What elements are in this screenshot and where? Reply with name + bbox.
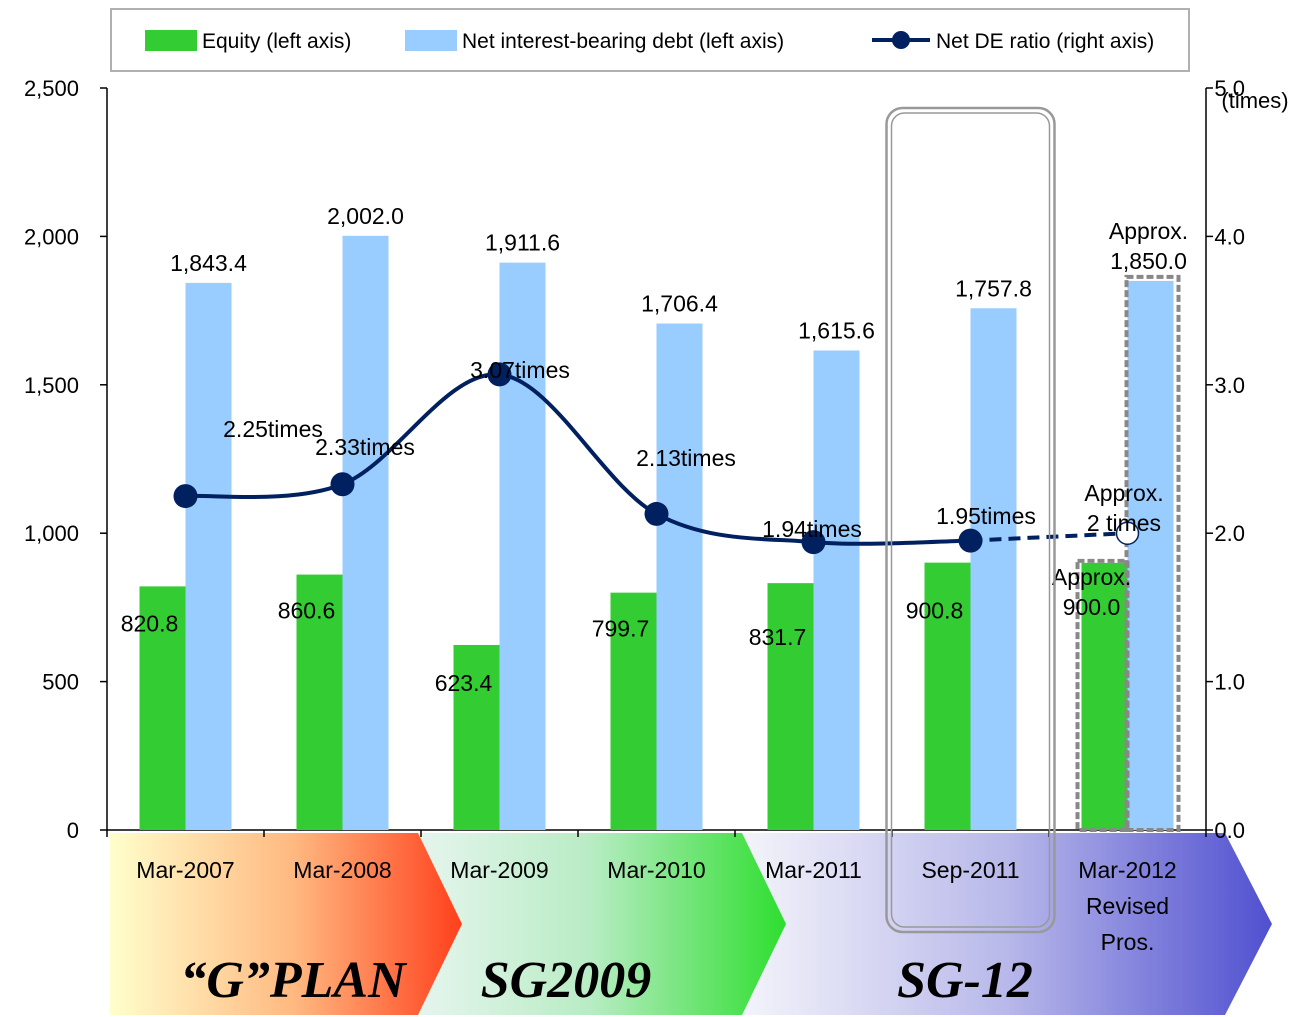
right-axis-tick-label: 1.0	[1214, 670, 1245, 695]
equity-label: Approx. 900.0	[1052, 564, 1131, 620]
plan-name-g-plan: “G”PLAN	[180, 952, 408, 1009]
ratio-forecast-point	[1115, 521, 1140, 545]
equity-label: 623.4	[435, 670, 493, 696]
ratio-label: 1.95times	[936, 503, 1036, 529]
left-axis-tick-label: 500	[42, 670, 79, 695]
equity-label: 860.6	[278, 598, 336, 624]
legend-label-ratio: Net DE ratio (right axis)	[936, 30, 1154, 53]
ratio-label: 2.33times	[315, 434, 415, 460]
plan-name-sg2009: SG2009	[481, 952, 651, 1009]
category-label: Mar-2010	[607, 857, 705, 883]
net-debt-label: 1,615.6	[798, 317, 875, 343]
ratio-label: 1.94times	[762, 516, 862, 542]
bars	[139, 235, 1174, 831]
equity-bar	[924, 562, 971, 830]
net-debt-label: 2,002.0	[327, 203, 404, 229]
ratio-point	[487, 362, 512, 387]
equity-bar	[767, 583, 814, 830]
highlight-box	[885, 106, 1056, 934]
ratio-label: 2.13times	[636, 445, 736, 471]
ratio-point	[173, 484, 198, 509]
net-debt-bar	[499, 262, 546, 831]
legend-swatch-net-debt	[405, 30, 457, 51]
net-debt-label: 1,843.4	[170, 250, 247, 276]
left-axis-tick-label: 2,000	[24, 224, 79, 249]
plan-chevron-sg12	[742, 833, 1272, 1015]
ratio-point	[958, 528, 983, 553]
plan-name-sg12: SG-12	[897, 952, 1033, 1009]
legend-frame	[110, 8, 1190, 72]
legend-label-equity: Equity (left axis)	[202, 30, 351, 53]
ratio-point	[330, 472, 355, 497]
category-label: Mar-2008	[293, 857, 391, 883]
equity-bar	[139, 586, 186, 830]
left-axis-tick-label: 1,000	[24, 521, 79, 546]
equity-bar	[610, 592, 657, 830]
data-labels: 1,843.4 2,002.0 1,911.6 1,706.4 1,615.6 1,757…	[121, 203, 1188, 696]
left-axis-tick-label: 0	[67, 818, 79, 843]
net-debt-bar	[342, 235, 389, 830]
legend-swatch-ratio-marker	[892, 31, 910, 49]
net-debt-bar	[813, 350, 860, 830]
category-labels: Mar-2007 Mar-2008 Mar-2009 Mar-2010 Mar-2011…	[136, 857, 1176, 955]
plan-chevron-sg2009	[418, 833, 803, 1015]
category-label: Mar-2011	[765, 857, 862, 883]
right-axis-unit-label: (times)	[1221, 88, 1288, 113]
net-debt-label: 1,706.4	[641, 291, 718, 317]
equity-label: 820.8	[121, 610, 179, 636]
equity-bar	[296, 574, 343, 830]
right-axis-tick-label: 3.0	[1214, 373, 1245, 398]
net-debt-label: 1,757.8	[955, 275, 1032, 301]
net-debt-bar	[656, 323, 703, 830]
plan-chevrons: “G”PLAN SG2009 SG-12	[110, 833, 1272, 1015]
ratio-point	[644, 501, 669, 526]
category-label: Mar-2007	[136, 857, 234, 883]
category-label: Sep-2011	[921, 857, 1019, 883]
ratio-label: 2.25times	[223, 416, 323, 442]
right-axis-tick-label: 2.0	[1214, 521, 1245, 546]
right-axis-tick-label: 0.0	[1214, 818, 1245, 843]
net-debt-bar	[970, 308, 1017, 830]
left-axis-tick-label: 2,500	[24, 76, 79, 101]
category-label: Mar-2009	[450, 857, 548, 883]
net-debt-bar	[185, 282, 232, 830]
ratio-point	[801, 530, 826, 555]
forecast-frame	[1075, 274, 1181, 833]
net-debt-bar	[1127, 280, 1174, 830]
equity-label: 799.7	[592, 616, 650, 642]
net-debt-label: Approx. 1,850.0	[1109, 218, 1188, 274]
ratio-label: 3.07times	[470, 357, 570, 383]
legend-label-net-debt: Net interest-bearing debt (left axis)	[462, 30, 784, 53]
plan-chevron-g-plan	[110, 833, 480, 1015]
right-axis-tick-label: 4.0	[1214, 224, 1245, 249]
category-label: Mar-2012 Revised Pros.	[1078, 857, 1176, 955]
equity-label: 831.7	[749, 624, 807, 650]
equity-label: 900.8	[906, 598, 964, 624]
legend-swatch-equity	[145, 30, 197, 51]
legend: Equity (left axis) Net interest-bearing …	[110, 8, 1190, 72]
right-axis-tick-label: 5.0	[1214, 76, 1245, 101]
highlight-box-outer	[885, 106, 1056, 934]
forecast-dashed-frame	[1124, 274, 1181, 833]
ratio-label: Approx. 2 times	[1084, 480, 1163, 536]
left-axis-tick-label: 1,500	[24, 373, 79, 398]
highlight-box-inner	[890, 112, 1051, 928]
equity-bar	[453, 644, 500, 830]
equity-bar	[1081, 562, 1128, 830]
net-debt-label: 1,911.6	[485, 230, 560, 256]
ratio-line	[173, 362, 1140, 555]
